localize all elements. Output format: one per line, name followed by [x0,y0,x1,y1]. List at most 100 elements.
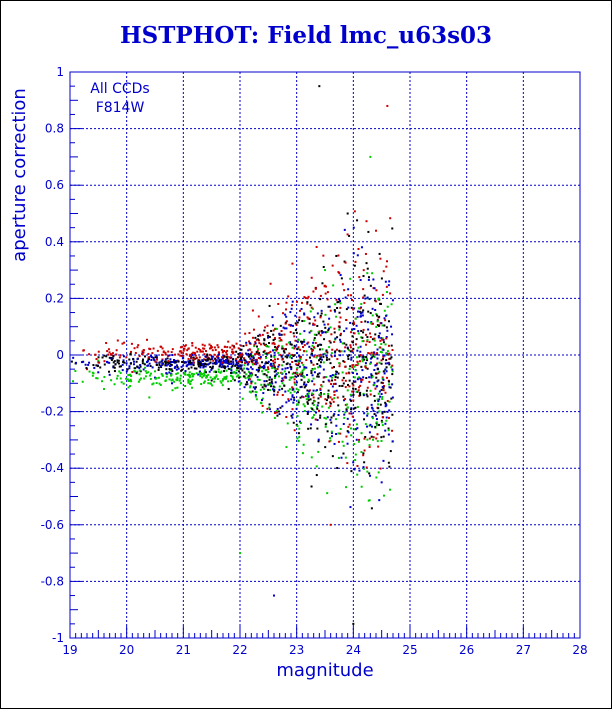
data-point [97,350,100,353]
data-point [319,388,322,391]
data-point [270,380,273,383]
data-point [141,362,144,365]
data-point [176,372,179,375]
data-point [366,386,369,389]
data-point [203,344,206,347]
data-point [227,380,230,383]
data-point [309,356,312,359]
data-point [367,276,370,279]
data-point [171,361,174,364]
data-point [339,306,342,309]
data-point [127,374,130,377]
data-point [151,366,154,369]
data-point [187,381,190,384]
data-point [388,380,391,383]
data-point [310,347,313,350]
data-point [237,370,240,373]
x-axis-label: magnitude [276,660,373,681]
data-point [98,361,101,364]
data-point [382,378,385,381]
data-point [335,298,338,301]
data-point [339,316,342,319]
data-point [386,329,389,332]
data-point [294,372,297,375]
data-point [264,326,267,329]
data-point [323,284,326,287]
data-point [232,351,235,354]
data-point [385,291,388,294]
data-point [328,440,331,443]
data-point [275,411,278,414]
data-point [380,421,383,424]
data-point [251,309,254,312]
data-point [171,382,173,385]
data-point [222,362,224,365]
data-point [357,386,360,389]
data-point [225,375,228,378]
data-point [291,324,294,327]
data-point [302,383,305,386]
data-point [199,350,202,353]
data-point [346,406,349,409]
data-point [356,360,359,363]
data-point [286,422,289,425]
data-point [356,315,359,318]
data-point [268,382,271,385]
grid-lines [70,72,580,638]
data-point [377,471,380,474]
data-point [263,380,266,383]
data-point [360,302,363,305]
data-point [227,360,230,363]
data-point [364,252,367,255]
data-point [211,365,214,368]
data-point [364,436,367,439]
data-point [285,401,288,404]
data-point [115,353,118,356]
data-point [310,394,313,397]
data-point [267,371,270,374]
data-point [177,353,180,356]
data-point [140,377,143,380]
data-point [349,398,352,401]
data-point [310,360,313,363]
data-point [171,389,174,392]
x-tick-label: 22 [232,643,247,657]
data-point [267,345,270,348]
data-point [336,301,339,304]
data-point [237,365,240,368]
data-point [192,351,195,354]
data-point [225,361,228,364]
data-point [112,361,115,364]
data-point [300,371,303,374]
data-point [231,348,234,351]
data-point [349,365,352,368]
data-point [231,364,234,367]
data-point [268,341,271,344]
data-point [303,367,306,370]
data-point [363,449,366,452]
data-point [279,406,282,409]
data-point [282,379,285,382]
data-point [353,210,356,213]
data-point [302,403,305,406]
data-point [217,368,220,371]
data-point [324,313,327,316]
data-point [185,361,188,364]
data-point [146,364,149,367]
chart-title: HSTPHOT: Field lmc_u63s03 [119,22,493,49]
data-point [155,363,158,366]
data-point [380,359,383,362]
data-point [319,387,322,390]
data-point [345,327,348,330]
data-point [312,290,315,293]
data-point [384,280,387,283]
data-point [302,363,305,366]
data-point [303,344,306,347]
data-point [310,485,313,488]
data-point [148,374,151,377]
data-point [101,356,104,359]
data-point [384,391,387,394]
data-point [339,274,342,277]
data-point [364,320,367,323]
data-point [110,356,113,359]
